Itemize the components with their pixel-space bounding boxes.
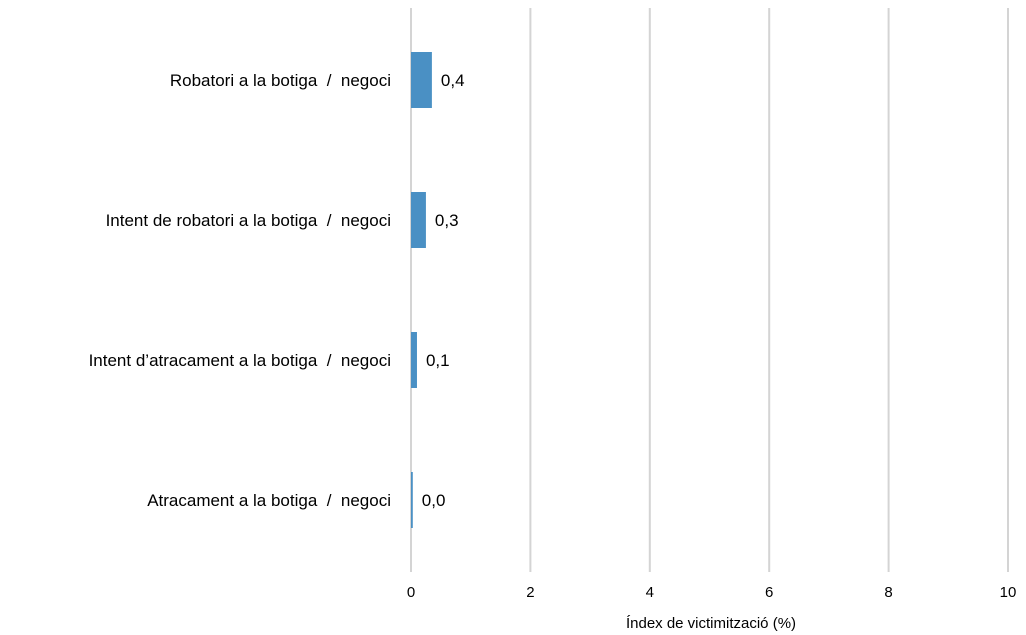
category-label: Robatori a la botiga / negoci (170, 71, 391, 90)
value-label: 0,1 (426, 351, 450, 370)
bars (411, 52, 432, 528)
category-label: Intent de robatori a la botiga / negoci (106, 211, 391, 230)
x-tick-label: 8 (884, 584, 892, 601)
value-label: 0,0 (422, 491, 446, 510)
category-labels: Robatori a la botiga / negoci Intent de r… (89, 71, 391, 510)
bar (411, 52, 432, 108)
bar (411, 332, 417, 388)
bar (411, 472, 413, 528)
x-tick-label: 4 (646, 584, 654, 601)
value-labels: 0,4 0,3 0,1 0,0 (422, 71, 465, 510)
value-label: 0,3 (435, 211, 459, 230)
x-tick-label: 10 (1000, 584, 1017, 601)
bar (411, 192, 426, 248)
category-label: Atracament a la botiga / negoci (147, 491, 391, 510)
category-label: Intent d’atracament a la botiga / negoci (89, 351, 391, 370)
x-tick-label: 6 (765, 584, 773, 601)
x-tick-labels: 0 2 4 6 8 10 (407, 584, 1017, 601)
x-tick-label: 0 (407, 584, 415, 601)
gridlines (410, 8, 1009, 572)
x-axis-title: Índex de victimització (%) (626, 615, 796, 632)
value-label: 0,4 (441, 71, 465, 90)
x-tick-label: 2 (526, 584, 534, 601)
